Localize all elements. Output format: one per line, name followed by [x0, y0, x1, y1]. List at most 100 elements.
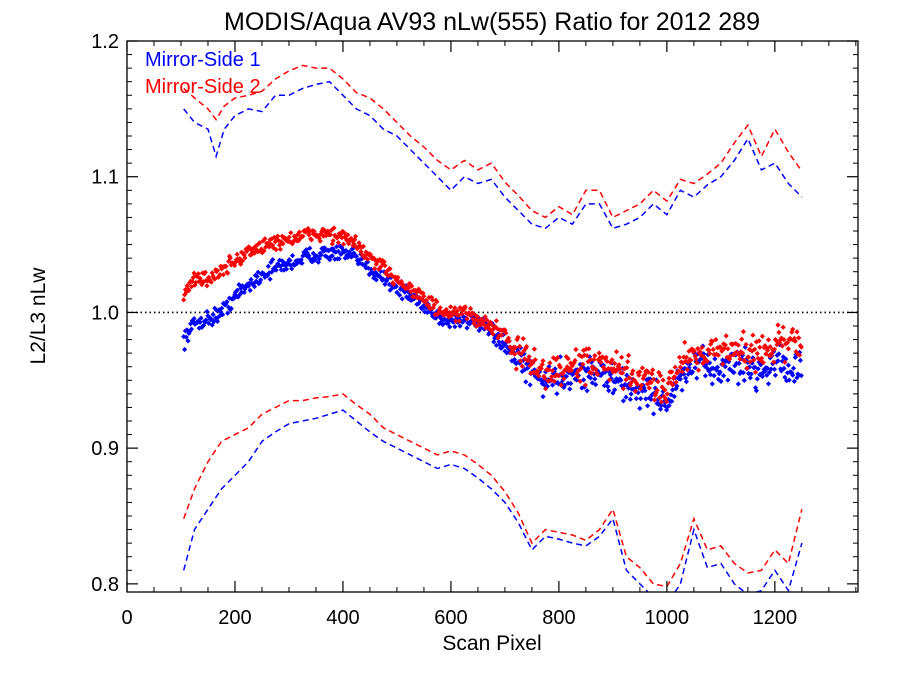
mirror-side-2-point: [296, 229, 302, 235]
mirror-side-1-point: [359, 256, 365, 262]
mirror-side-2-point: [448, 304, 454, 310]
mirror-side-1-point: [262, 274, 268, 280]
mirror-side-1-point: [300, 253, 306, 259]
mirror-side-2-point: [479, 316, 485, 322]
mirror-side-2-point: [715, 352, 721, 358]
mirror-side-1-point: [742, 344, 748, 350]
mirror-side-1-point: [292, 262, 298, 268]
mirror-side-2-point: [353, 233, 359, 239]
mirror-side-1-point: [342, 255, 348, 261]
mirror-side-1-point: [779, 358, 785, 364]
mirror-side-1-point: [624, 372, 630, 378]
mirror-side-1-point: [581, 384, 588, 390]
mirror-side-2-point: [208, 279, 214, 285]
mirror-side-1-point: [283, 263, 289, 269]
mirror-side-2-point: [590, 366, 596, 372]
mirror-side-1-point: [404, 294, 410, 300]
mirror-side-1-point: [214, 318, 220, 324]
mirror-side-2-point: [392, 274, 398, 280]
mirror-side-1-point: [707, 360, 713, 366]
mirror-side-1-point: [436, 321, 442, 327]
mirror-side-1-point: [749, 360, 755, 366]
mirror-side-2-point: [296, 238, 302, 244]
mirror-side-2-point: [517, 343, 523, 349]
mirror-side-1-point: [759, 371, 765, 377]
mirror-side-2-point: [744, 365, 750, 371]
mirror-side-1-point: [273, 267, 279, 273]
mirror-side-2-point: [708, 341, 714, 347]
mirror-side-2-point: [756, 338, 762, 344]
mirror-side-1-point: [324, 254, 330, 260]
mirror-side-2-point: [645, 369, 651, 375]
mirror-side-2-point: [740, 350, 746, 356]
mirror-side-2-point: [431, 302, 437, 308]
x-tick-label: 600: [434, 607, 467, 629]
mirror-side-2-point: [321, 233, 327, 239]
mirror-side-1-point: [251, 284, 258, 290]
mirror-side-2-point: [530, 360, 536, 366]
mirror-side-2-point: [493, 318, 499, 324]
mirror-side-2-point: [669, 369, 675, 375]
mirror-side-2-point: [461, 306, 467, 312]
mirror-side-2-point: [442, 312, 448, 318]
mirror-side-2-point: [624, 365, 630, 371]
mirror-side-1-point: [620, 398, 626, 404]
x-tick-label: 1000: [645, 607, 690, 629]
mirror-side-2-point: [645, 381, 651, 387]
mirror-side-2-point: [454, 308, 461, 314]
mirror-side-2-point: [578, 365, 584, 372]
mirror-side-1-point: [626, 385, 632, 391]
mirror-side-2-point: [339, 235, 345, 241]
mirror-side-2-point: [469, 310, 475, 316]
mirror-side-1-point: [651, 411, 657, 417]
mirror-side-2-point: [558, 382, 564, 388]
mirror-side-1-point: [768, 366, 774, 372]
mirror-side-2-point: [714, 351, 720, 357]
legend-entry-mirror-side-1: Mirror-Side 1: [145, 49, 261, 71]
mirror-side-2-point: [746, 354, 752, 360]
mirror-side-2-point: [549, 368, 556, 374]
mirror-side-1-point: [428, 309, 434, 315]
mirror-side-2-point: [760, 360, 766, 366]
mirror-side-2-point: [777, 340, 783, 346]
mirror-side-2-point: [290, 238, 296, 244]
mirror-side-1-point: [202, 319, 208, 325]
mirror-side-1-point: [637, 405, 643, 411]
mirror-side-2-point: [311, 228, 317, 234]
mirror-side-2-point: [550, 355, 556, 361]
mirror-side-1-point: [659, 393, 665, 399]
mirror-side-1-point: [315, 259, 321, 265]
mirror-side-2-point: [494, 326, 500, 332]
mirror-side-2-point: [609, 357, 615, 363]
mirror-side-2-point: [204, 283, 210, 289]
mirror-side-1-point: [242, 286, 248, 292]
mirror-side-1-point: [618, 377, 624, 383]
mirror-side-1-point: [509, 358, 515, 364]
mirror-side-2-point: [798, 344, 804, 350]
mirror-side-2-point: [794, 329, 800, 335]
mirror-side-1-point: [237, 292, 243, 298]
mirror-side-2-point: [738, 349, 744, 355]
mirror-side-1-upper-dashed-line: [183, 80, 803, 230]
mirror-side-1-point: [753, 388, 759, 394]
mirror-side-2-point: [779, 343, 785, 349]
mirror-side-1-point: [602, 369, 608, 375]
mirror-side-2-point: [617, 365, 623, 372]
y-tick-label: 0.9: [91, 438, 119, 460]
mirror-side-2-point: [648, 380, 654, 386]
mirror-side-1-point: [307, 245, 313, 251]
mirror-side-2-point: [582, 382, 588, 388]
mirror-side-2-point: [619, 354, 625, 360]
mirror-side-1-point: [362, 263, 368, 269]
mirror-side-2-point: [360, 243, 366, 249]
mirror-side-1-point: [480, 315, 486, 321]
mirror-side-1-point: [299, 260, 305, 266]
mirror-side-2-point: [580, 361, 586, 367]
mirror-side-1-point: [606, 388, 612, 394]
mirror-side-2-point: [288, 230, 294, 236]
mirror-side-1-point: [657, 406, 664, 412]
mirror-side-1-point: [339, 245, 345, 251]
mirror-side-2-point: [385, 273, 391, 279]
y-tick-label: 1.0: [91, 302, 119, 324]
mirror-side-1-point: [554, 391, 560, 397]
